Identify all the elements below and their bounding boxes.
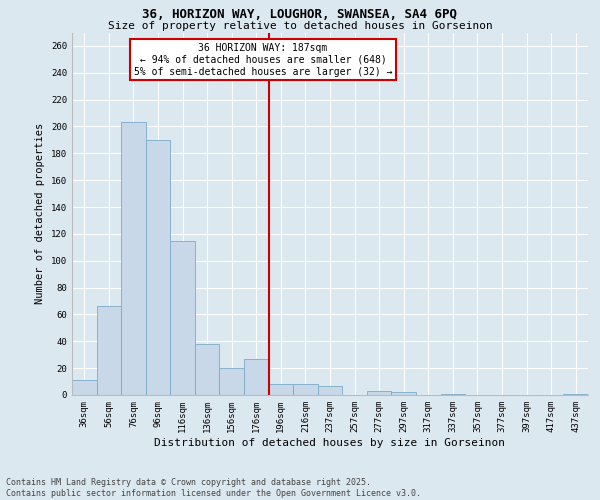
Bar — [72, 380, 97, 395]
Bar — [293, 384, 318, 395]
Text: Size of property relative to detached houses in Gorseinon: Size of property relative to detached ho… — [107, 21, 493, 31]
Bar — [440, 394, 465, 395]
Bar — [318, 386, 342, 395]
Bar — [146, 140, 170, 395]
Bar — [220, 368, 244, 395]
Bar — [269, 384, 293, 395]
Bar — [563, 394, 588, 395]
Text: 36, HORIZON WAY, LOUGHOR, SWANSEA, SA4 6PQ: 36, HORIZON WAY, LOUGHOR, SWANSEA, SA4 6… — [143, 8, 458, 20]
Bar — [97, 306, 121, 395]
Y-axis label: Number of detached properties: Number of detached properties — [35, 123, 46, 304]
Bar — [121, 122, 146, 395]
Text: Contains HM Land Registry data © Crown copyright and database right 2025.
Contai: Contains HM Land Registry data © Crown c… — [6, 478, 421, 498]
Bar — [367, 391, 391, 395]
Bar — [391, 392, 416, 395]
Bar — [170, 240, 195, 395]
Bar — [244, 359, 269, 395]
Text: 36 HORIZON WAY: 187sqm
← 94% of detached houses are smaller (648)
5% of semi-det: 36 HORIZON WAY: 187sqm ← 94% of detached… — [134, 44, 392, 76]
Bar — [195, 344, 220, 395]
X-axis label: Distribution of detached houses by size in Gorseinon: Distribution of detached houses by size … — [155, 438, 505, 448]
